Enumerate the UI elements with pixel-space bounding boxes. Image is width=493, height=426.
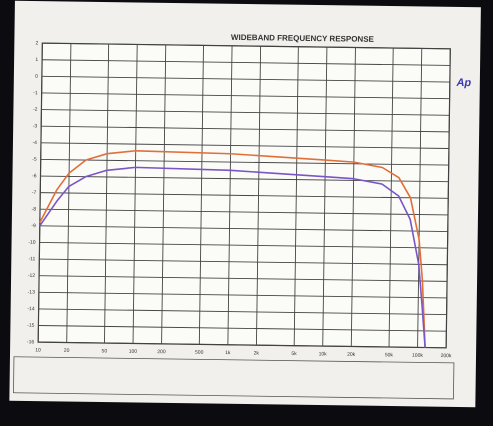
y-tick-label: 1 [35, 57, 38, 63]
grid-line [161, 44, 167, 344]
x-tick-label: 100 [129, 349, 138, 355]
y-tick-label: -1 [33, 90, 38, 96]
grid-line [39, 275, 448, 282]
y-tick-label: -11 [28, 256, 35, 262]
y-tick-label: -16 [27, 339, 35, 345]
grid-line [350, 47, 356, 347]
grid-line [42, 59, 451, 66]
grid-line [41, 109, 450, 116]
y-tick-label: -5 [32, 157, 37, 163]
grid-line [132, 44, 138, 344]
grid-line [66, 43, 72, 343]
x-tick-label: 200 [157, 349, 166, 355]
grid-line [40, 158, 449, 166]
y-tick-label: -4 [32, 140, 37, 146]
x-tick-label: 1k [225, 350, 231, 356]
paper: WIDEBAND FREQUENCY RESPONSE Ap -16 -15 -14… [9, 0, 481, 408]
x-tick-label: 100k [412, 353, 423, 359]
y-tick-label: -13 [28, 289, 36, 295]
y-tick-label: 0 [35, 74, 38, 80]
logo: Ap [455, 77, 471, 89]
grid-line [40, 175, 449, 183]
series-line [39, 166, 426, 348]
y-tick-label: -12 [28, 273, 36, 279]
grid-line [227, 45, 233, 345]
x-tick-label: 10k [319, 351, 328, 357]
x-tick-label: 50k [385, 352, 394, 358]
y-tick-label: -8 [32, 206, 37, 212]
x-tick-label: 50 [102, 348, 108, 354]
grid-line [38, 308, 447, 316]
x-tick-label: 5k [291, 351, 297, 357]
x-tick-label: 20 [64, 348, 70, 354]
grid-line [39, 258, 448, 266]
y-tick-label: -2 [33, 107, 38, 113]
grid-line [255, 46, 262, 346]
series-line [39, 149, 426, 348]
grid-line [40, 142, 449, 149]
y-tick-label: -14 [27, 306, 35, 312]
grid-line [40, 192, 449, 199]
grid-line [41, 92, 450, 100]
grid-line [445, 48, 451, 348]
y-tick-label: -15 [27, 323, 35, 329]
x-tick-label: 10 [35, 347, 41, 353]
grid-line [388, 48, 394, 348]
y-tick-label: -9 [31, 223, 36, 229]
y-tick-label: -10 [28, 240, 36, 246]
grid-line [37, 43, 43, 343]
chart-title: WIDEBAND FREQUENCY RESPONSE [231, 33, 375, 44]
grid-line [40, 208, 448, 216]
x-tick-label: 200k [441, 353, 452, 359]
grid-line [39, 225, 448, 232]
y-tick-label: -7 [32, 190, 37, 196]
grid-line [417, 48, 423, 348]
grid-line [198, 45, 204, 345]
grid-line [42, 42, 451, 50]
x-tick-label: 500 [195, 350, 204, 356]
grid-line [38, 341, 447, 349]
footer-box [13, 356, 455, 400]
y-tick-label: 2 [36, 40, 39, 46]
grid-line [41, 75, 450, 83]
x-tick-label: 2k [254, 350, 260, 356]
grid-line [293, 46, 299, 346]
grid-line [39, 242, 448, 249]
grid-line [322, 47, 328, 347]
y-tick-label: -3 [33, 123, 38, 129]
x-tick-label: 20k [347, 352, 356, 358]
grid-line [41, 125, 450, 133]
y-tick-label: -6 [32, 173, 37, 179]
grid-line [104, 44, 110, 344]
grid-line [38, 325, 447, 332]
grid-line [38, 291, 447, 299]
